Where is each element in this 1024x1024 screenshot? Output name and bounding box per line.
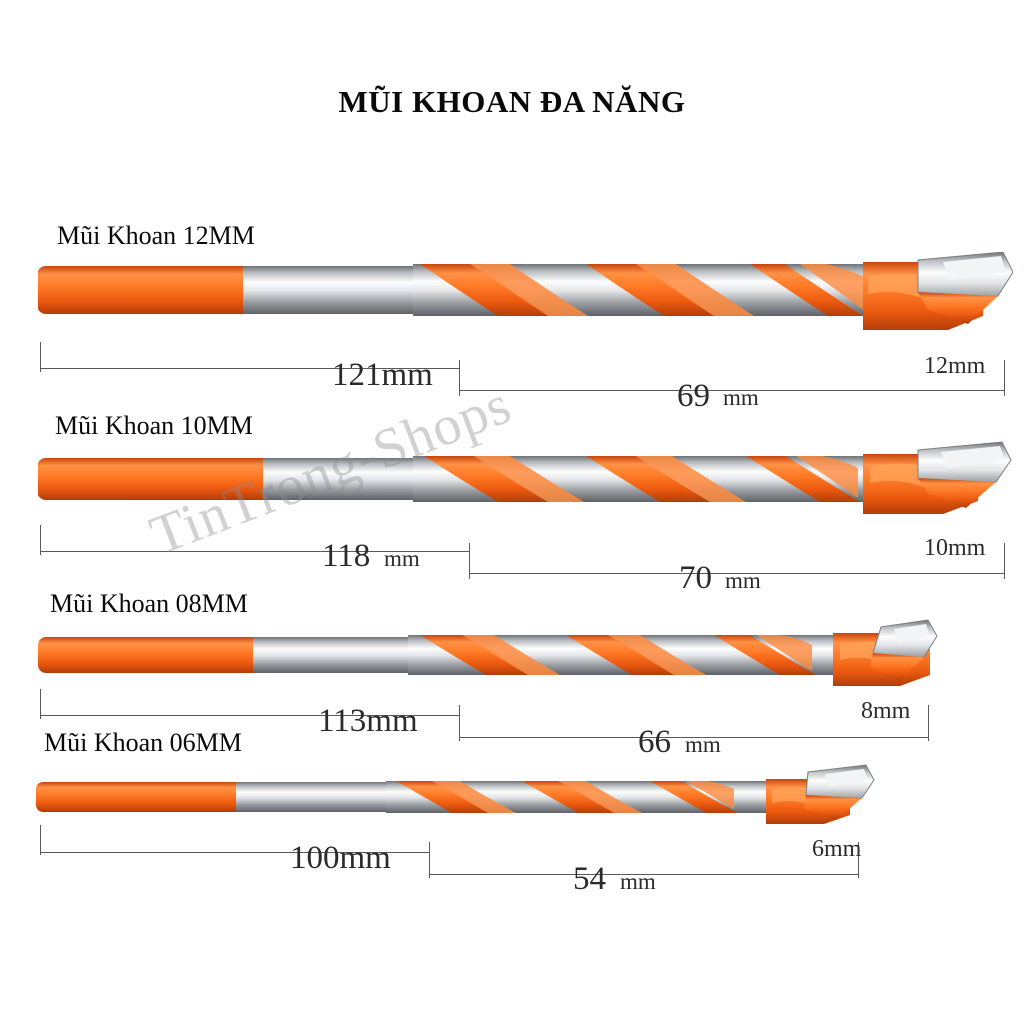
dim-12-flute: 69: [677, 378, 710, 414]
dim-line-06-total: [40, 852, 430, 853]
bit-label-06mm: Mũi Khoan 06MM: [44, 728, 242, 757]
drill-bit-08mm: [38, 619, 938, 686]
dim-tick-10-total-left: [40, 525, 41, 555]
dim-tick-10-total-right: [469, 543, 470, 579]
dim-06-total: 100mm: [290, 840, 391, 876]
dim-10-diameter: 10mm: [924, 535, 986, 561]
drill-bit-10mm: [38, 441, 1012, 514]
dim-tick-12-flute-right: [1004, 360, 1005, 396]
bit-label-12mm: Mũi Khoan 12MM: [57, 221, 255, 250]
drill-bit-06mm: [36, 764, 875, 824]
dim-06-flute: 54: [573, 861, 606, 897]
page-title: MŨI KHOAN ĐA NĂNG: [338, 84, 686, 119]
dim-tick-08-total-left: [40, 689, 41, 719]
dim-tick-10-flute-right: [1004, 543, 1005, 579]
dim-12-total: 121mm: [332, 357, 433, 393]
dim-10-flute-unit: mm: [725, 568, 761, 593]
dim-10-total: 118: [322, 538, 371, 574]
dim-10-total-unit: mm: [384, 546, 420, 571]
dim-tick-08-flute-right: [928, 705, 929, 741]
dim-line-08-total: [40, 715, 460, 716]
dim-line-06-flute: [429, 874, 859, 875]
dim-tick-12-total-left: [40, 342, 41, 372]
dim-line-08-flute: [459, 737, 929, 738]
dim-08-flute-unit: mm: [685, 732, 721, 757]
dim-tick-06-flute-right: [858, 842, 859, 878]
dim-tick-12-total-right: [459, 360, 460, 396]
dim-line-12-total: [40, 368, 460, 369]
dim-08-diameter: 8mm: [861, 698, 911, 724]
dim-08-total: 113mm: [318, 703, 418, 739]
dim-tick-08-total-right: [459, 705, 460, 741]
bit-label-10mm: Mũi Khoan 10MM: [55, 411, 253, 440]
dim-12-flute-unit: mm: [723, 385, 759, 410]
dim-08-flute: 66: [638, 724, 671, 760]
dim-10-flute: 70: [679, 560, 712, 596]
dim-06-diameter: 6mm: [812, 836, 862, 862]
dim-line-10-total: [40, 551, 470, 552]
dim-line-12-flute: [459, 390, 1005, 391]
dim-tick-06-total-left: [40, 825, 41, 855]
dim-12-diameter: 12mm: [924, 353, 986, 379]
dim-line-10-flute: [469, 573, 1005, 574]
bit-label-08mm: Mũi Khoan 08MM: [50, 589, 248, 618]
dim-tick-06-total-right: [429, 842, 430, 878]
drill-bit-12mm: [38, 252, 1013, 330]
dim-06-flute-unit: mm: [620, 869, 656, 894]
